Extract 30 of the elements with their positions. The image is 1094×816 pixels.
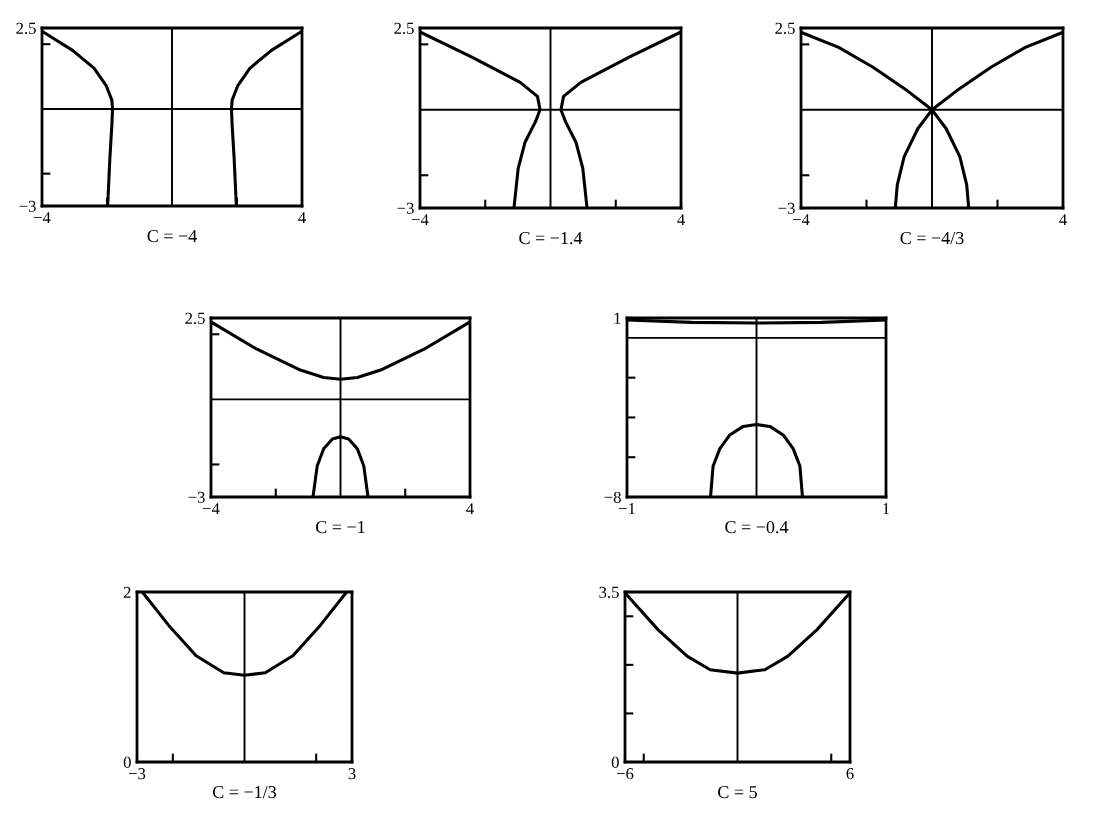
x-tick-label: −6	[616, 768, 634, 780]
y-tick-label: 0	[123, 756, 131, 768]
x-axis-title: C = −1.4	[519, 232, 583, 245]
x-tick-label: 6	[846, 768, 854, 780]
y-tick-label: 2.5	[16, 22, 36, 35]
x-axis-title: C = −1	[316, 521, 365, 534]
x-axis-title: C = −0.4	[725, 520, 789, 534]
y-tick-label: 2.5	[185, 312, 205, 325]
y-tick-label: 2	[123, 586, 131, 598]
x-tick-label: 4	[298, 212, 306, 224]
y-tick-label: 0	[611, 756, 619, 768]
x-tick-label: 3	[348, 768, 356, 780]
x-tick-label: −4	[202, 503, 220, 515]
y-tick-label: 3.5	[599, 586, 619, 599]
y-tick-label: −8	[604, 491, 621, 503]
x-axis-title: C = −1/3	[212, 786, 277, 799]
x-tick-label: 1	[883, 503, 890, 515]
y-tick-label: 1	[614, 312, 621, 324]
x-axis-title: C = −4	[147, 230, 197, 243]
y-tick-label: 2.5	[775, 22, 795, 35]
x-tick-label: −4	[792, 214, 810, 226]
x-axis-title: C = −4/3	[900, 232, 964, 245]
y-tick-label: 2.5	[394, 22, 414, 35]
x-axis-title: C = 5	[718, 786, 757, 799]
x-tick-label: −4	[411, 214, 429, 226]
x-tick-label: 4	[677, 214, 685, 226]
x-tick-label: 4	[466, 503, 474, 515]
x-tick-label: −4	[33, 212, 51, 224]
x-tick-label: −1	[618, 503, 635, 515]
x-tick-label: 4	[1059, 214, 1067, 226]
